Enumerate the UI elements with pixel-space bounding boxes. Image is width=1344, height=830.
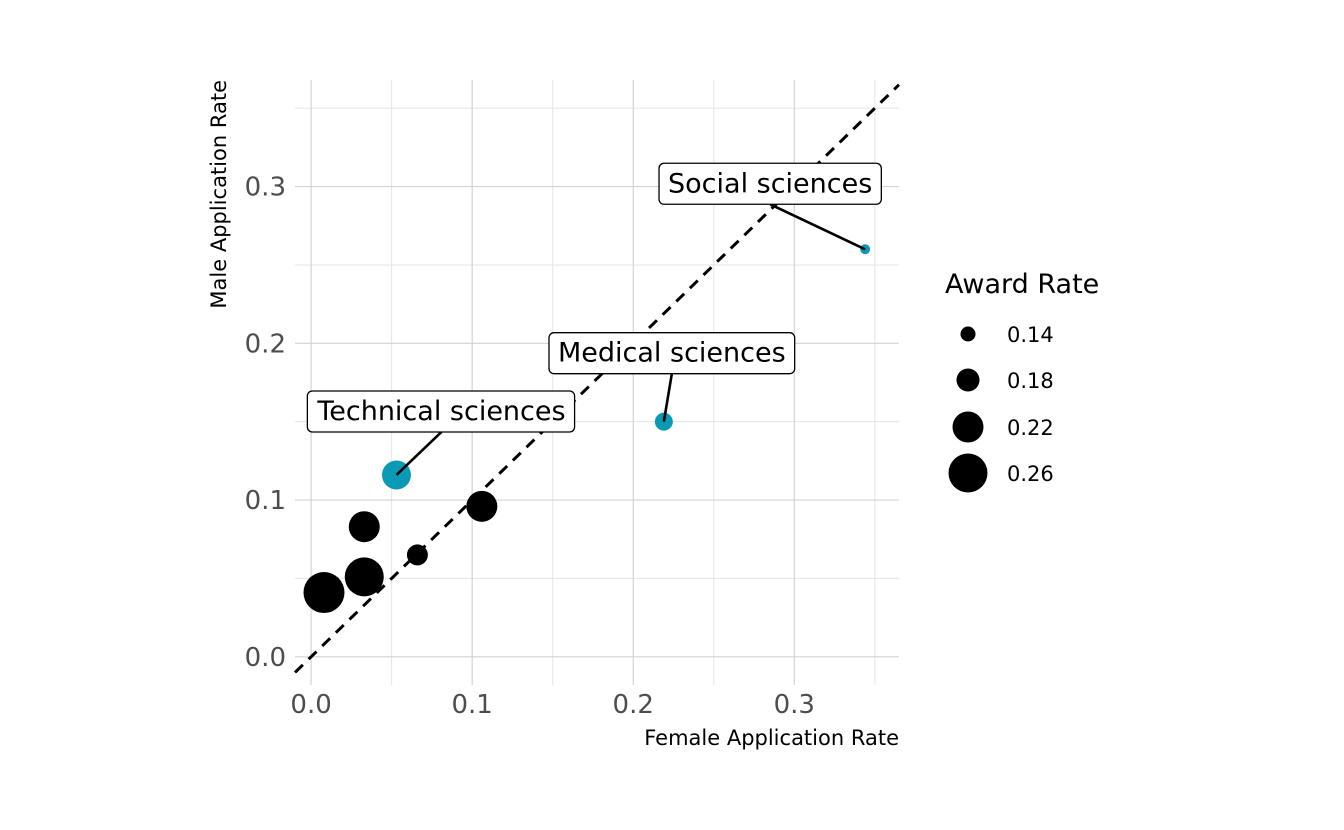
x-tick-label: 0.2	[613, 690, 654, 720]
x-tick-label: 0.3	[774, 690, 815, 720]
legend-label: 0.14	[1007, 323, 1054, 347]
annotation-box	[658, 162, 882, 205]
legend-title: Award Rate	[945, 269, 1099, 300]
annotations-layer: Technical sciences Medical sciences Social…	[306, 162, 882, 476]
x-axis-ticks: 0.0 0.1 0.2 0.3	[290, 690, 815, 720]
y-tick-label: 0.0	[245, 643, 286, 673]
reference-line-layer	[293, 83, 901, 674]
annotation-label: Medical sciences	[558, 338, 786, 369]
annotation: Medical sciences	[548, 332, 796, 422]
annotation: Technical sciences	[306, 390, 576, 476]
data-point	[466, 490, 498, 522]
data-point	[303, 572, 345, 614]
legend-entry: 0.26	[948, 453, 1054, 493]
annotation-box	[306, 390, 576, 433]
legend-entry: 0.18	[956, 368, 1054, 393]
y-axis-title: Male Application Rate	[207, 80, 231, 309]
legend-entry: 0.14	[960, 323, 1054, 347]
x-axis-title: Female Application Rate	[644, 726, 899, 750]
annotation-box	[548, 332, 796, 375]
y-axis-ticks: 0.0 0.1 0.2 0.3	[245, 173, 286, 673]
x-tick-label: 0.0	[290, 690, 331, 720]
legend-entries: 0.14 0.18 0.22 0.26	[948, 323, 1054, 493]
reference-line	[293, 83, 901, 674]
annotation-label: Technical sciences	[316, 396, 565, 427]
legend-key	[956, 368, 980, 392]
data-point	[344, 557, 384, 597]
legend-label: 0.26	[1007, 462, 1054, 486]
legend-key	[948, 453, 988, 493]
size-legend: Award Rate 0.14 0.18 0.22 0.26	[945, 269, 1099, 493]
data-point	[348, 511, 380, 543]
y-tick-label: 0.1	[245, 486, 286, 516]
legend-label: 0.22	[1007, 416, 1054, 440]
legend-key	[952, 411, 984, 443]
y-tick-label: 0.2	[245, 329, 286, 359]
legend-key	[960, 326, 976, 342]
annotation-leader-line	[769, 203, 866, 251]
y-tick-label: 0.3	[245, 173, 286, 203]
annotation-label: Social sciences	[668, 168, 872, 199]
annotation-leader-line	[662, 373, 674, 422]
annotation: Social sciences	[658, 162, 882, 251]
data-point	[406, 544, 428, 566]
legend-label: 0.18	[1007, 369, 1054, 393]
x-tick-label: 0.1	[451, 690, 492, 720]
annotation-leader-line	[395, 431, 443, 476]
points-layer	[303, 244, 871, 614]
legend-entry: 0.22	[952, 411, 1054, 443]
